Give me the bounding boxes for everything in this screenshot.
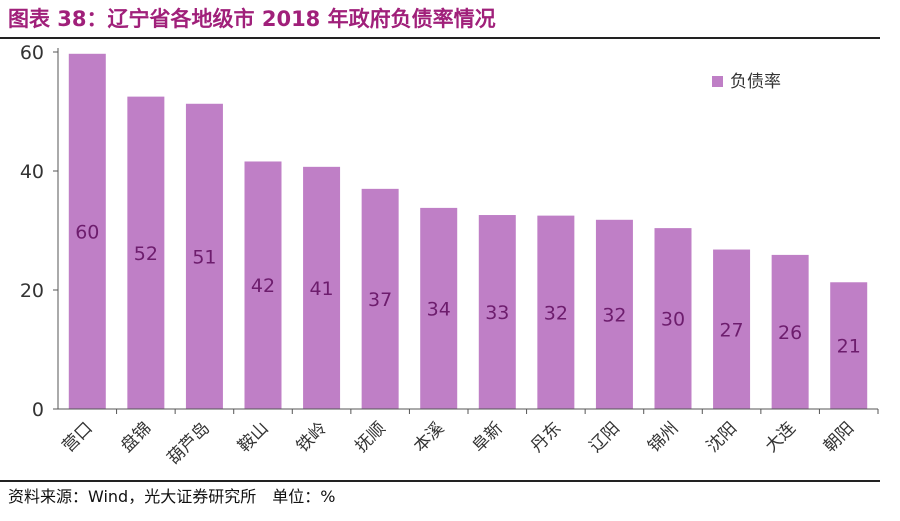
bar xyxy=(830,282,868,409)
bar xyxy=(244,161,282,409)
x-category-label: 大连 xyxy=(761,418,799,456)
top-divider xyxy=(0,37,880,39)
bar xyxy=(478,215,516,409)
y-tick-label: 20 xyxy=(20,280,44,302)
x-category-label: 阜新 xyxy=(469,418,507,456)
bar xyxy=(185,103,223,409)
bottom-divider xyxy=(0,480,880,482)
x-category-label: 辽阳 xyxy=(586,418,624,456)
bar-value-label: 26 xyxy=(778,322,802,344)
bar xyxy=(713,249,751,409)
bar-value-label: 41 xyxy=(309,278,333,300)
bar xyxy=(361,188,399,409)
bar xyxy=(303,166,341,409)
y-tick-label: 40 xyxy=(20,161,44,183)
legend-label: 负债率 xyxy=(730,72,781,92)
bar-value-label: 30 xyxy=(661,309,685,331)
bar xyxy=(771,254,809,409)
bar-value-label: 27 xyxy=(719,319,743,341)
bar xyxy=(595,219,633,409)
y-tick-label: 0 xyxy=(32,399,44,421)
x-category-label: 葫芦岛 xyxy=(164,418,214,468)
bar-value-label: 33 xyxy=(485,302,509,324)
bar-value-label: 42 xyxy=(251,275,275,297)
legend-swatch xyxy=(712,76,723,87)
bar-value-label: 32 xyxy=(544,302,568,324)
bar xyxy=(537,215,575,409)
bar-value-label: 21 xyxy=(837,336,861,358)
bar xyxy=(127,96,165,409)
chart-title: 图表 38：辽宁省各地级市 2018 年政府负债率情况 xyxy=(8,7,496,31)
bar-value-label: 51 xyxy=(192,246,216,268)
bar-value-label: 32 xyxy=(602,304,626,326)
x-category-label: 朝阳 xyxy=(820,418,858,456)
source-note: 资料来源：Wind，光大证券研究所 单位：% xyxy=(8,487,336,506)
x-category-label: 丹东 xyxy=(527,418,565,456)
bar-value-label: 52 xyxy=(134,243,158,265)
bar-value-label: 60 xyxy=(75,221,99,243)
y-axis: 0 20 40 60 xyxy=(20,42,59,421)
x-category-label: 鞍山 xyxy=(234,418,272,456)
bar xyxy=(654,228,692,409)
bar xyxy=(420,207,458,409)
legend: 负债率 xyxy=(712,72,781,92)
bar-value-label: 34 xyxy=(427,298,451,320)
x-category-label: 本溪 xyxy=(410,418,448,456)
x-category-label: 铁岭 xyxy=(293,418,331,456)
x-category-label: 抚顺 xyxy=(351,418,389,456)
x-axis: 营口 盘锦 葫芦岛 鞍山 铁岭 抚顺 本溪 阜新 丹东 辽阳 锦州 沈阳 大连 朝阳 xyxy=(58,408,879,469)
x-category-label: 营口 xyxy=(59,418,97,456)
bar-value-label: 37 xyxy=(368,289,392,311)
x-category-label: 锦州 xyxy=(644,418,682,456)
bar xyxy=(68,53,106,409)
x-category-label: 盘锦 xyxy=(117,418,155,456)
x-category-label: 沈阳 xyxy=(703,418,741,456)
y-tick-label: 60 xyxy=(20,42,44,64)
bars: 60 52 51 42 41 37 34 33 32 32 30 27 26 21 xyxy=(68,53,868,409)
